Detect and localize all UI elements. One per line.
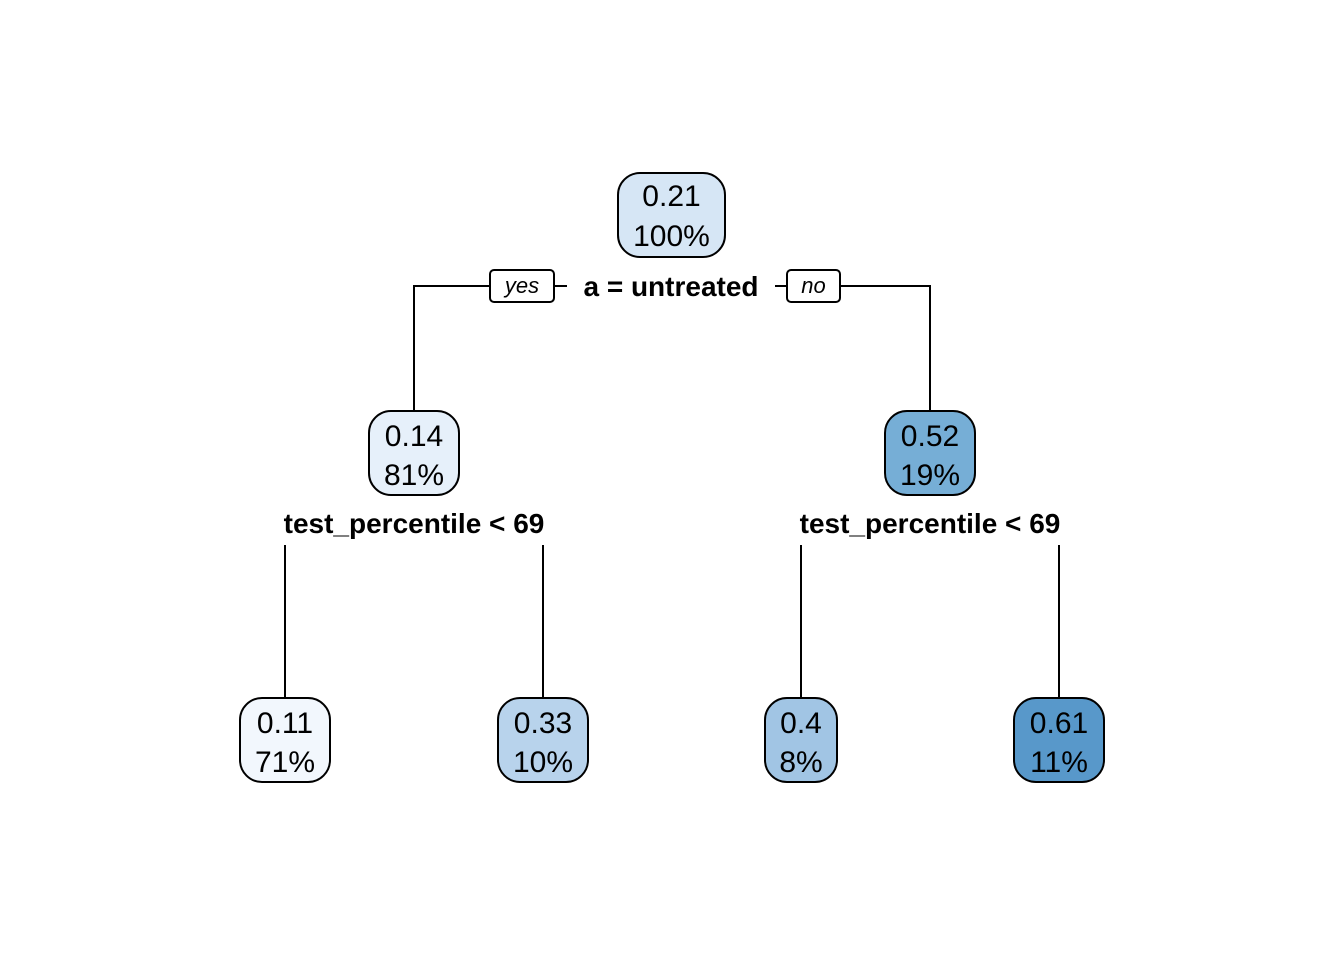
- node-leaf-1-box: [239, 697, 331, 783]
- node-leaf-2: 0.33 10%: [497, 697, 589, 783]
- node-left-percent: 81%: [384, 459, 444, 492]
- node-leaf-3: 0.4 8%: [764, 697, 838, 783]
- no-label-text: no: [801, 273, 825, 298]
- node-leaf-2-box: [497, 697, 589, 783]
- node-root-box: [617, 172, 726, 258]
- node-leaf-1: 0.11 71%: [239, 697, 331, 783]
- node-leaf-4-box: [1013, 697, 1105, 783]
- node-leaf-4: 0.61 11%: [1013, 697, 1105, 783]
- node-right: 0.52 19%: [884, 410, 976, 496]
- node-root: 0.21 100%: [617, 172, 726, 258]
- node-left-box: [368, 410, 460, 496]
- node-right-percent: 19%: [900, 459, 960, 492]
- split-left-label: test_percentile < 69: [284, 508, 545, 539]
- node-leaf-4-value: 0.61: [1030, 707, 1088, 740]
- node-root-value: 0.21: [642, 180, 700, 213]
- node-leaf-1-percent: 71%: [255, 746, 315, 779]
- node-leaf-3-value: 0.4: [780, 707, 822, 740]
- node-right-value: 0.52: [901, 420, 959, 453]
- yes-label-text: yes: [503, 273, 539, 298]
- node-leaf-3-percent: 8%: [779, 746, 822, 779]
- node-left: 0.14 81%: [368, 410, 460, 496]
- node-right-box: [884, 410, 976, 496]
- no-label-box: [786, 269, 841, 303]
- tree-edges: [284, 285, 1060, 698]
- node-leaf-1-value: 0.11: [257, 707, 313, 740]
- split-right-label: test_percentile < 69: [800, 508, 1061, 539]
- node-leaf-2-value: 0.33: [514, 707, 572, 740]
- split-root-label: a = untreated: [583, 271, 758, 302]
- edge-root-left: [413, 285, 490, 411]
- node-root-percent: 100%: [633, 220, 710, 253]
- node-leaf-3-box: [764, 697, 838, 783]
- edge-root-right: [840, 285, 931, 411]
- node-leaf-4-percent: 11%: [1030, 746, 1088, 779]
- yes-label: yes: [489, 269, 555, 303]
- no-label: no: [786, 269, 841, 303]
- node-leaf-2-percent: 10%: [513, 746, 573, 779]
- yes-label-box: [489, 269, 555, 303]
- node-left-value: 0.14: [385, 420, 443, 453]
